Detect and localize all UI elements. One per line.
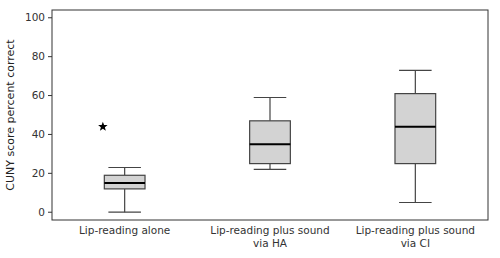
y-tick-label: 60 [32,89,45,101]
outlier [98,122,108,131]
whisker-low [269,164,270,170]
whisker-high [124,168,125,176]
whisker-high [415,70,416,93]
x-tick-label: Lip-reading plus soundvia CI [356,224,475,249]
x-tick-label-line: Lip-reading plus sound [356,224,475,236]
median-line [250,143,291,145]
whisker-low [415,164,416,203]
box [104,175,145,189]
whisker-cap-high [108,167,141,168]
boxes [98,70,436,212]
chart: 0 20 40 60 80 100 CUNY score percent correct Li… [0,0,500,258]
x-tick-label-line: Lip-reading plus sound [210,224,329,236]
x-tick-label-line: via CI [401,237,430,249]
x-tick-label: Lip-reading alone [79,224,170,236]
whisker-cap-high [254,97,287,98]
y-axis: 0 20 40 60 80 100 [25,11,52,217]
y-axis-label: CUNY score percent correct [4,39,17,191]
y-tick [48,56,52,57]
y-tick [48,95,52,96]
whisker-cap-low [108,212,141,213]
box [250,121,291,164]
y-tick-label: 80 [32,50,45,62]
y-tick-label: 40 [32,128,45,140]
x-tick-label: Lip-reading plus soundvia HA [210,224,329,249]
y-tick [48,17,52,18]
median-line [395,126,436,128]
x-tick-label-line: Lip-reading alone [79,224,170,236]
y-tick-label: 100 [25,11,45,23]
whisker-cap-low [399,202,432,203]
y-tick-label: 20 [32,167,45,179]
whisker-high [269,98,270,121]
y-tick [48,134,52,135]
y-tick [48,173,52,174]
median-line [104,182,145,184]
plot-frame [52,10,488,220]
whisker-cap-high [399,70,432,71]
whisker-cap-low [254,169,287,170]
box [395,94,436,164]
y-tick [48,212,52,213]
x-tick-label-line: via HA [253,237,288,249]
y-tick-label: 0 [38,206,45,218]
whisker-low [124,189,125,212]
